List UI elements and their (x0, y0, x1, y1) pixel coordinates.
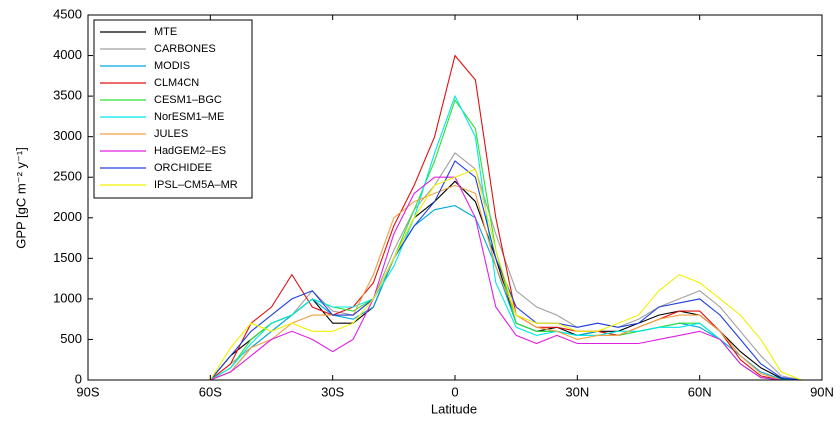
legend: MTE CARBONES MODIS CLM4CN CESM1–BGC NorESM1–M… (93, 19, 253, 199)
x-tick-label: 90N (810, 384, 834, 399)
series-line (88, 176, 822, 381)
legend-label: ORCHIDEE (154, 162, 212, 174)
x-tick-label: 60N (688, 384, 712, 399)
x-tick-label: 30S (321, 384, 344, 399)
y-tick-label: 1000 (53, 290, 82, 305)
legend-label: NorESM1–ME (154, 111, 224, 123)
series-line (88, 180, 822, 381)
y-tick-label: 3000 (53, 128, 82, 143)
x-tick-label: 30N (565, 384, 589, 399)
series-line (88, 184, 822, 381)
x-axis-label: Latitude (431, 401, 477, 416)
legend-label: MTE (154, 26, 177, 38)
y-tick-label: 500 (60, 331, 82, 346)
legend-label: JULES (154, 128, 188, 140)
legend-label: CESM1–BGC (154, 94, 222, 106)
y-tick-label: 2000 (53, 209, 82, 224)
x-tick-label: 90S (76, 384, 99, 399)
y-tick-label: 3500 (53, 88, 82, 103)
y-tick-label: 2500 (53, 169, 82, 184)
y-axis-label: GPP [gC m⁻² y⁻¹] (13, 147, 28, 249)
legend-label: HadGEM2–ES (154, 145, 226, 157)
x-tick-label: 0 (451, 384, 458, 399)
legend-label: MODIS (154, 60, 190, 72)
legend-label: CARBONES (154, 43, 216, 55)
y-tick-label: 1500 (53, 250, 82, 265)
y-tick-label: 4000 (53, 47, 82, 62)
series-line (88, 168, 822, 381)
x-tick-label: 60S (199, 384, 222, 399)
legend-label: IPSL–CM5A–MR (154, 179, 238, 191)
legend-label: CLM4CN (154, 77, 199, 89)
y-tick-label: 4500 (53, 6, 82, 21)
y-tick-label: 0 (75, 371, 82, 386)
